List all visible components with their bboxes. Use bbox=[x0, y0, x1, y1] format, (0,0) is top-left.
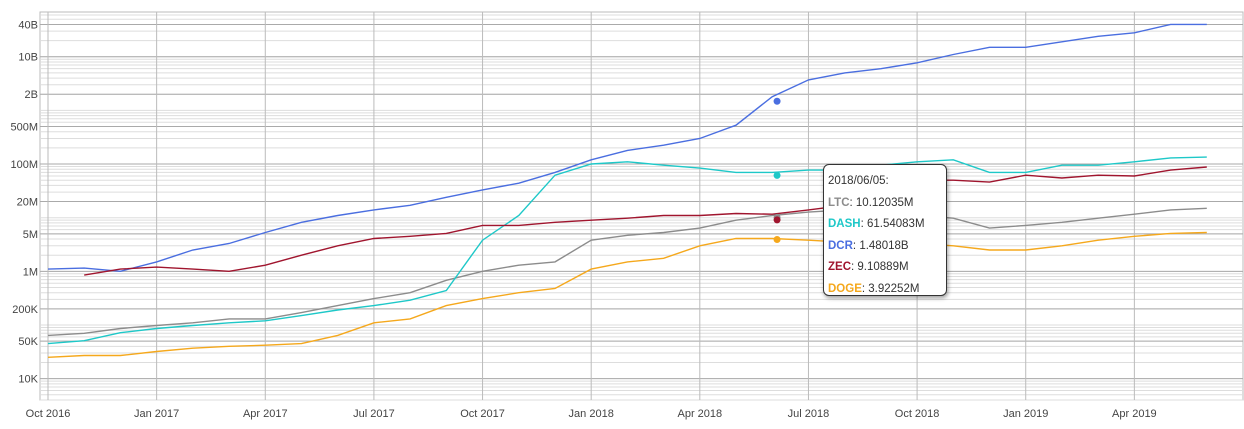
tooltip-row: LTC: 10.12035M bbox=[828, 196, 914, 209]
x-tick-label: Oct 2017 bbox=[460, 408, 505, 420]
tooltip-date: 2018/06/05: bbox=[828, 175, 889, 187]
y-tick-label: 20M bbox=[17, 197, 38, 209]
tooltip-marker bbox=[773, 236, 781, 244]
y-tick-label: 500M bbox=[10, 122, 38, 134]
series-line bbox=[47, 23, 1207, 273]
x-tick-label: Apr 2017 bbox=[243, 408, 288, 420]
y-tick-label: 2B bbox=[25, 89, 38, 101]
x-tick-label: Oct 2018 bbox=[895, 408, 940, 420]
x-tick-label: Apr 2018 bbox=[677, 408, 722, 420]
tooltip-marker bbox=[773, 216, 781, 224]
tooltip-row: ZEC: 9.10889M bbox=[828, 261, 909, 273]
series-line bbox=[47, 231, 1207, 358]
tooltip-series-name: DCR bbox=[828, 239, 853, 252]
tooltip-value: 1.48018B bbox=[859, 239, 909, 252]
x-tick-label: Jan 2017 bbox=[134, 408, 179, 420]
y-tick-label: 5M bbox=[23, 229, 38, 241]
y-tick-label: 10K bbox=[18, 374, 38, 386]
tooltip-value: 9.10889M bbox=[857, 261, 909, 273]
x-tick-label: Apr 2019 bbox=[1112, 408, 1157, 420]
x-tick-label: Oct 2016 bbox=[26, 408, 71, 420]
tooltip-series-name: ZEC bbox=[828, 261, 851, 273]
tooltip-value: 61.54083M bbox=[866, 218, 925, 230]
y-tick-label: 40B bbox=[18, 19, 38, 31]
tooltip-row: DASH: 61.54083M bbox=[828, 218, 925, 230]
tooltip-series-name: DOGE bbox=[828, 282, 862, 295]
series-line bbox=[47, 156, 1207, 345]
tooltip-series-name: LTC bbox=[828, 196, 850, 209]
tooltip-marker bbox=[773, 171, 781, 179]
tooltip: 2018/06/05: LTC: 10.12035M DASH: 61.54083… bbox=[823, 164, 947, 296]
tooltip-value: 3.92252M bbox=[868, 282, 920, 295]
tooltip-row: DCR: 1.48018B bbox=[828, 239, 909, 252]
tooltip-series-name: DASH bbox=[828, 218, 861, 230]
y-tick-label: 1M bbox=[23, 266, 38, 278]
series-line bbox=[47, 207, 1207, 337]
y-tick-label: 50K bbox=[18, 336, 38, 348]
tooltip-rows: LTC: 10.12035M DASH: 61.54083M DCR: 1.4801… bbox=[828, 193, 942, 301]
y-tick-label: 200K bbox=[12, 304, 38, 316]
y-tick-label: 100M bbox=[10, 159, 38, 171]
x-tick-label: Jul 2017 bbox=[353, 408, 395, 420]
x-tick-label: Jul 2018 bbox=[788, 408, 830, 420]
series-line bbox=[84, 166, 1207, 276]
tooltip-value: 10.12035M bbox=[855, 196, 914, 209]
tooltip-marker bbox=[773, 97, 781, 105]
x-tick-label: Jan 2019 bbox=[1003, 408, 1048, 420]
x-tick-label: Jan 2018 bbox=[569, 408, 614, 420]
tooltip-row: DOGE: 3.92252M bbox=[828, 282, 920, 295]
y-tick-label: 10B bbox=[18, 52, 38, 64]
plot-frame bbox=[39, 11, 1244, 401]
